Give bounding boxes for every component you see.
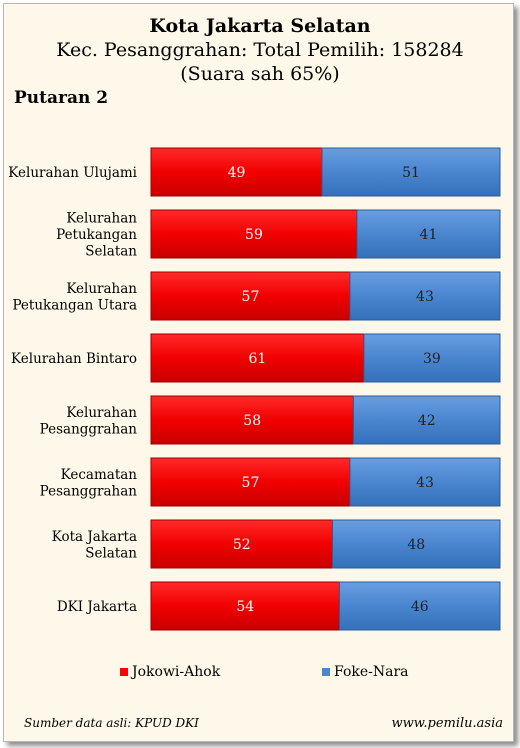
category-label-kelurahan-bintaro: Kelurahan Bintaro <box>11 351 137 367</box>
value-label-jokowi-ahok-kecamatan-pesanggrahan: 57 <box>242 475 260 491</box>
bar-foke-nara-kelurahan-ulujami <box>321 147 501 197</box>
value-label-jokowi-ahok-kelurahan-petukangan-utara: 57 <box>242 289 260 305</box>
category-label-kelurahan-petukangan-selatan: Kelurahan Petukangan Selatan <box>56 211 137 260</box>
value-label-foke-nara-dki-jakarta: 46 <box>411 599 429 615</box>
category-label-kelurahan-petukangan-utara: Kelurahan Petukangan Utara <box>12 281 137 314</box>
bar-jokowi-ahok-kelurahan-petukangan-selatan <box>150 209 358 259</box>
source-note: Sumber data asli: KPUD DKI <box>24 716 199 730</box>
bar-foke-nara-dki-jakarta <box>338 581 501 631</box>
legend-label-jokowi-ahok: Jokowi-Ahok <box>132 664 221 680</box>
legend-label-foke-nara: Foke-Nara <box>334 664 409 680</box>
bar-jokowi-ahok-kelurahan-bintaro <box>150 333 365 383</box>
value-label-foke-nara-kelurahan-pesanggrahan: 42 <box>418 413 436 429</box>
chart-subtitle-line2: (Suara sah 65%) <box>180 63 340 85</box>
bar-jokowi-ahok-kelurahan-petukangan-utara <box>150 271 351 321</box>
category-label-kecamatan-pesanggrahan: Kecamatan Pesanggrahan <box>40 467 138 500</box>
legend-swatch-jokowi-ahok <box>120 668 128 676</box>
chart-title: Kota Jakarta Selatan <box>149 15 371 37</box>
bar-jokowi-ahok-kelurahan-pesanggrahan <box>150 395 354 445</box>
bar-foke-nara-kota-jakarta-selatan <box>331 519 501 569</box>
chart-title-block: Kota Jakarta Selatan Kec. Pesanggrahan: … <box>0 14 520 86</box>
category-label-dki-jakarta: DKI Jakarta <box>57 599 137 615</box>
legend-item-jokowi-ahok: Jokowi-Ahok <box>120 664 220 680</box>
value-label-foke-nara-kelurahan-petukangan-utara: 43 <box>416 289 434 305</box>
value-label-foke-nara-kelurahan-ulujami: 51 <box>402 165 420 181</box>
value-label-jokowi-ahok-kelurahan-petukangan-selatan: 59 <box>245 227 263 243</box>
bar-jokowi-ahok-kecamatan-pesanggrahan <box>150 457 351 507</box>
category-label-kelurahan-pesanggrahan: Kelurahan Pesanggrahan <box>40 405 138 438</box>
category-label-kelurahan-ulujami: Kelurahan Ulujami <box>8 165 137 181</box>
value-label-jokowi-ahok-kelurahan-pesanggrahan: 58 <box>243 413 261 429</box>
bar-foke-nara-kelurahan-petukangan-selatan <box>356 209 501 259</box>
value-label-foke-nara-kota-jakarta-selatan: 48 <box>407 537 425 553</box>
value-label-jokowi-ahok-kelurahan-ulujami: 49 <box>228 165 246 181</box>
stacked-bar-chart: Kelurahan Ulujami 49 51 Kelurahan Petukangan… <box>8 147 501 631</box>
value-label-jokowi-ahok-kota-jakarta-selatan: 52 <box>233 537 251 553</box>
bar-jokowi-ahok-kelurahan-ulujami <box>150 147 323 197</box>
legend-swatch-foke-nara <box>322 668 330 676</box>
value-label-foke-nara-kelurahan-bintaro: 39 <box>423 351 441 367</box>
bar-jokowi-ahok-kota-jakarta-selatan <box>150 519 333 569</box>
bar-foke-nara-kelurahan-pesanggrahan <box>352 395 501 445</box>
website-credit: www.pemilu.asia <box>391 716 503 731</box>
chart-subtitle-line1: Kec. Pesanggrahan: Total Pemilih: 158284 <box>56 39 464 61</box>
bar-foke-nara-kelurahan-petukangan-utara <box>349 271 501 321</box>
bar-foke-nara-kecamatan-pesanggrahan <box>349 457 501 507</box>
category-label-kota-jakarta-selatan: Kota Jakarta Selatan <box>52 529 138 562</box>
legend-item-foke-nara: Foke-Nara <box>322 664 409 680</box>
value-label-foke-nara-kecamatan-pesanggrahan: 43 <box>416 475 434 491</box>
bar-jokowi-ahok-dki-jakarta <box>150 581 340 631</box>
value-label-foke-nara-kelurahan-petukangan-selatan: 41 <box>420 227 438 243</box>
value-label-jokowi-ahok-kelurahan-bintaro: 61 <box>249 351 267 367</box>
bar-foke-nara-kelurahan-bintaro <box>363 333 501 383</box>
round-label: Putaran 2 <box>14 88 109 108</box>
value-label-jokowi-ahok-dki-jakarta: 54 <box>236 599 254 615</box>
